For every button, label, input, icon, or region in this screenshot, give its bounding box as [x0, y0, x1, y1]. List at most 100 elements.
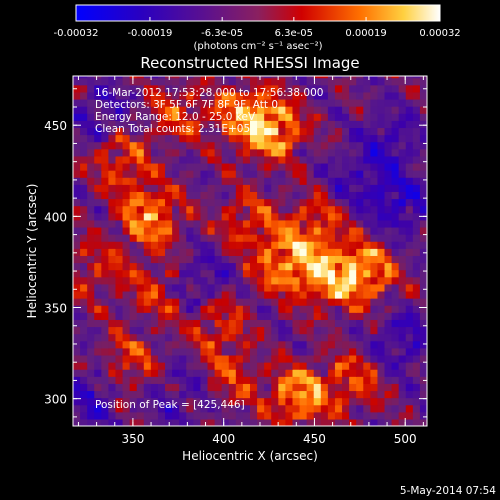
heatmap-cell [250, 369, 258, 377]
heatmap-cell [94, 184, 102, 192]
heatmap-cell [306, 404, 315, 413]
heatmap-cell [412, 77, 421, 86]
heatmap-cell [285, 390, 294, 399]
heatmap-cell [122, 212, 131, 221]
heatmap-cell [292, 305, 301, 313]
heatmap-cell [115, 134, 124, 143]
heatmap-cell [384, 141, 393, 150]
heatmap-cell [172, 340, 180, 349]
heatmap-cell [391, 98, 400, 107]
heatmap-cell [214, 177, 223, 185]
heatmap-cell [172, 248, 180, 256]
heatmap-cell [108, 397, 117, 406]
heatmap-cell [292, 255, 301, 264]
heatmap-cell [412, 340, 421, 349]
heatmap-cell [257, 326, 265, 335]
heatmap-cell [278, 191, 286, 200]
heatmap-cell [306, 319, 315, 328]
heatmap-cell [94, 162, 102, 171]
heatmap-cell [257, 212, 265, 221]
heatmap-cell [334, 76, 343, 79]
heatmap-cell [94, 418, 102, 426]
heatmap-cell [115, 269, 124, 278]
heatmap-cell [235, 77, 244, 86]
heatmap-cell [398, 162, 407, 171]
heatmap-cell [186, 219, 194, 228]
heatmap-cell [313, 376, 322, 384]
heatmap-cell [334, 113, 343, 121]
heatmap-cell [327, 155, 336, 164]
heatmap-cell [334, 98, 343, 107]
heatmap-cell [271, 418, 279, 426]
heatmap-cell [101, 91, 109, 100]
heatmap-cell [157, 170, 166, 178]
heatmap-cell [186, 234, 194, 242]
heatmap-cell [172, 134, 180, 143]
heatmap-cell [214, 198, 223, 207]
heatmap-cell [334, 312, 343, 320]
heatmap-cell [143, 148, 152, 157]
heatmap-cell [370, 347, 379, 356]
heatmap-cell [186, 198, 194, 207]
heatmap-cell [80, 276, 88, 285]
heatmap-cell [193, 219, 202, 228]
heatmap-cell [122, 276, 131, 285]
heatmap-cell [391, 404, 400, 413]
heatmap-cell [193, 162, 202, 171]
heatmap-cell [257, 198, 265, 207]
heatmap-cell [129, 134, 138, 143]
heatmap-cell [157, 326, 166, 335]
heatmap-cell [179, 113, 187, 121]
heatmap-cell [313, 155, 322, 164]
heatmap-cell [327, 191, 336, 200]
heatmap-cell [221, 77, 230, 86]
heatmap-cell [101, 411, 109, 420]
heatmap-cell [313, 298, 322, 306]
heatmap-cell [221, 177, 230, 185]
heatmap-cell [73, 404, 81, 413]
heatmap-cell [257, 347, 265, 356]
heatmap-cell [405, 98, 414, 107]
heatmap-cell [264, 404, 272, 413]
heatmap-cell [398, 390, 407, 399]
heatmap-cell [377, 98, 386, 107]
heatmap-cell [363, 298, 371, 306]
heatmap-cell [334, 205, 343, 214]
heatmap-cell [235, 162, 244, 171]
heatmap-cell [186, 98, 194, 107]
heatmap-cell [186, 298, 194, 306]
heatmap-cell [108, 148, 117, 157]
heatmap-cell [200, 162, 209, 171]
heatmap-cell [73, 354, 81, 363]
heatmap-cell [94, 362, 102, 370]
heatmap-cell [179, 383, 187, 392]
heatmap-cell [122, 418, 131, 426]
heatmap-cell [412, 305, 421, 313]
heatmap-cell [356, 397, 364, 406]
heatmap-cell [391, 241, 400, 249]
heatmap-cell [157, 191, 166, 200]
heatmap-cell [129, 383, 138, 392]
heatmap-cell [108, 312, 117, 320]
heatmap-cell [306, 354, 315, 363]
heatmap-cell [427, 326, 435, 334]
heatmap-cell [320, 305, 329, 313]
heatmap-cell [101, 418, 109, 426]
heatmap-cell [179, 191, 187, 200]
heatmap-cell [306, 77, 315, 86]
heatmap-cell [193, 98, 202, 107]
heatmap-cell [391, 290, 400, 299]
heatmap-cell [342, 91, 350, 100]
heatmap-cell [285, 354, 294, 363]
heatmap-cell [143, 411, 152, 420]
heatmap-cell [370, 84, 379, 93]
heatmap-cell [214, 219, 223, 228]
heatmap-cell [292, 390, 301, 399]
heatmap-cell [242, 397, 251, 406]
heatmap-cell [165, 333, 173, 342]
heatmap-cell [73, 255, 81, 264]
heatmap-cell [306, 162, 315, 171]
heatmap-cell [412, 141, 421, 150]
heatmap-cell [94, 390, 102, 399]
heatmap-cell [377, 404, 386, 413]
